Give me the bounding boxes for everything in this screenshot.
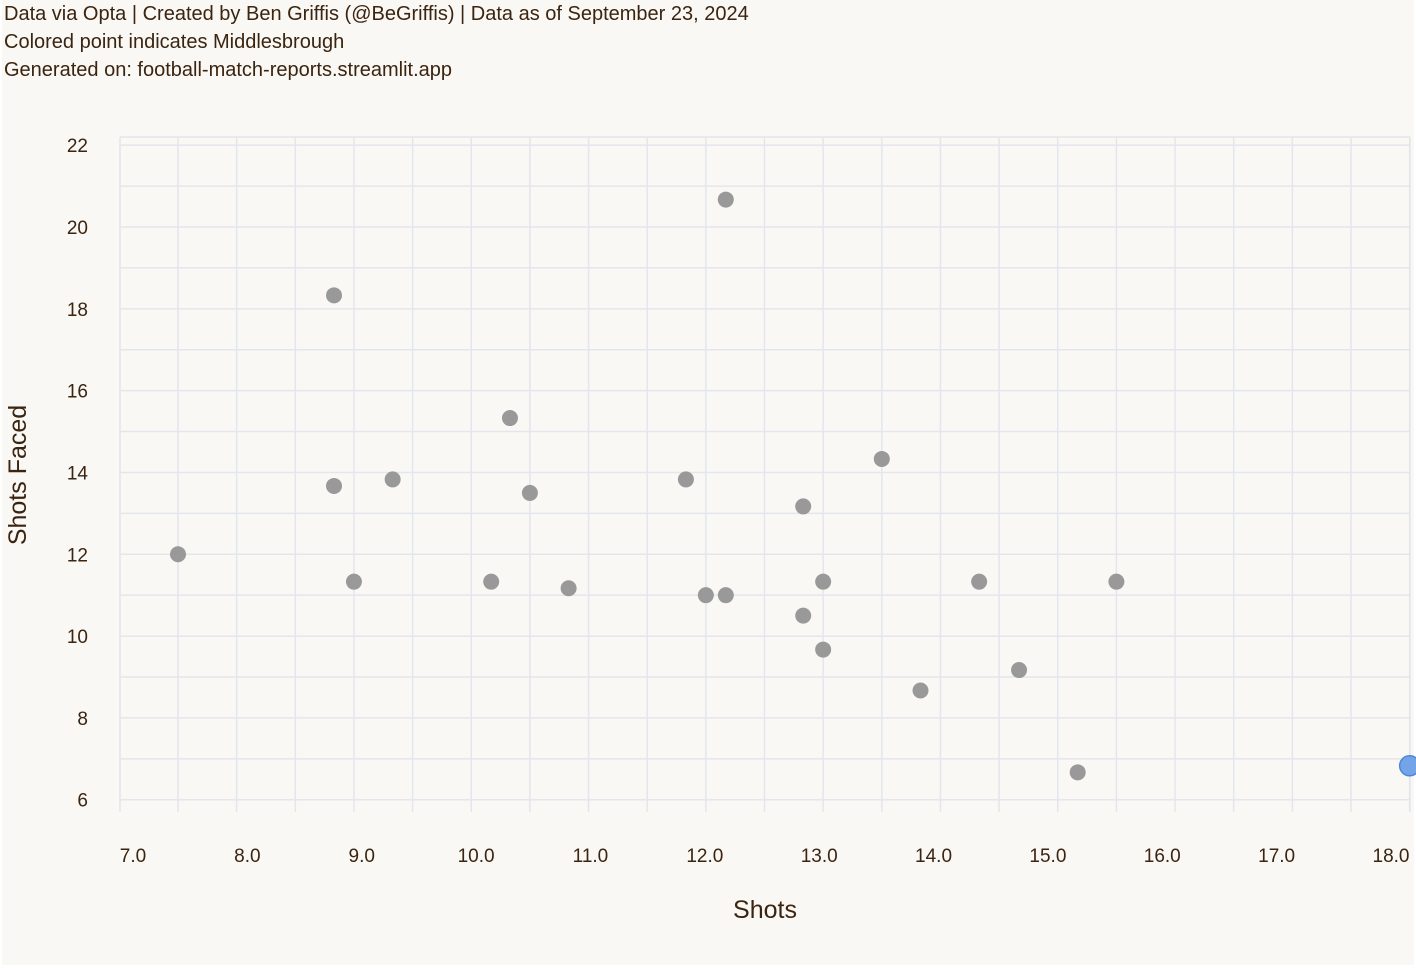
data-point[interactable] (795, 498, 812, 515)
x-tick-label: 10.0 (458, 846, 495, 867)
x-tick-label: 17.0 (1258, 846, 1295, 867)
y-tick-label: 12 (67, 545, 88, 566)
data-point[interactable] (170, 546, 186, 563)
data-point[interactable] (384, 471, 401, 488)
x-tick-label: 15.0 (1029, 846, 1066, 867)
data-point[interactable] (521, 484, 538, 501)
x-tick-label: 18.0 (1373, 846, 1410, 867)
x-tick-label: 14.0 (915, 846, 952, 867)
data-point[interactable] (326, 287, 343, 304)
data-point[interactable] (483, 573, 500, 590)
data-point[interactable] (912, 682, 929, 699)
data-point[interactable] (501, 410, 518, 427)
caption-source: Data via Opta | Created by Ben Griffis (… (4, 3, 749, 25)
x-tick-label: 13.0 (801, 846, 838, 867)
x-tick-labels: 7.0 8.0 9.0 10.0 11.0 12.0 13.0 14.0 15.0 16.0 17.… (120, 846, 1410, 867)
data-point[interactable] (1069, 764, 1086, 781)
y-tick-label: 10 (67, 627, 88, 648)
data-point[interactable] (345, 573, 362, 590)
y-tick-label: 18 (67, 300, 88, 321)
x-tick-label: 12.0 (686, 846, 723, 867)
data-point[interactable] (1108, 573, 1125, 590)
data-point[interactable] (795, 607, 812, 624)
x-tick-label: 16.0 (1144, 846, 1181, 867)
data-point[interactable] (717, 191, 734, 208)
data-point[interactable] (815, 573, 832, 590)
y-tick-label: 22 (67, 136, 88, 157)
y-tick-label: 6 (77, 791, 88, 812)
x-tick-label: 7.0 (120, 846, 146, 867)
caption-highlight-note: Colored point indicates Middlesbrough (4, 31, 345, 53)
highlight-point[interactable] (1398, 755, 1416, 777)
y-tick-labels: 22 20 18 16 14 12 10 8 6 (67, 136, 89, 812)
x-tick-label: 11.0 (573, 846, 609, 867)
data-point[interactable] (1011, 662, 1028, 679)
data-point[interactable] (697, 587, 714, 604)
data-point[interactable] (717, 587, 734, 604)
y-tick-label: 20 (67, 218, 88, 239)
data-point[interactable] (560, 580, 577, 597)
y-tick-label: 8 (77, 709, 88, 730)
data-point[interactable] (326, 477, 343, 494)
y-tick-label: 16 (67, 382, 88, 403)
data-point[interactable] (873, 450, 890, 467)
x-tick-label: 9.0 (349, 846, 375, 867)
y-axis-label: Shots Faced (4, 405, 32, 545)
y-tick-label: 14 (67, 463, 89, 484)
data-point[interactable] (677, 471, 694, 488)
data-point[interactable] (815, 641, 832, 658)
x-axis-label: Shots (733, 896, 797, 924)
data-point[interactable] (971, 573, 988, 590)
caption-generated-on: Generated on: football-match-reports.str… (4, 59, 452, 81)
data-points (170, 191, 1416, 781)
x-tick-label: 8.0 (234, 846, 260, 867)
grid-lines (119, 136, 1411, 812)
